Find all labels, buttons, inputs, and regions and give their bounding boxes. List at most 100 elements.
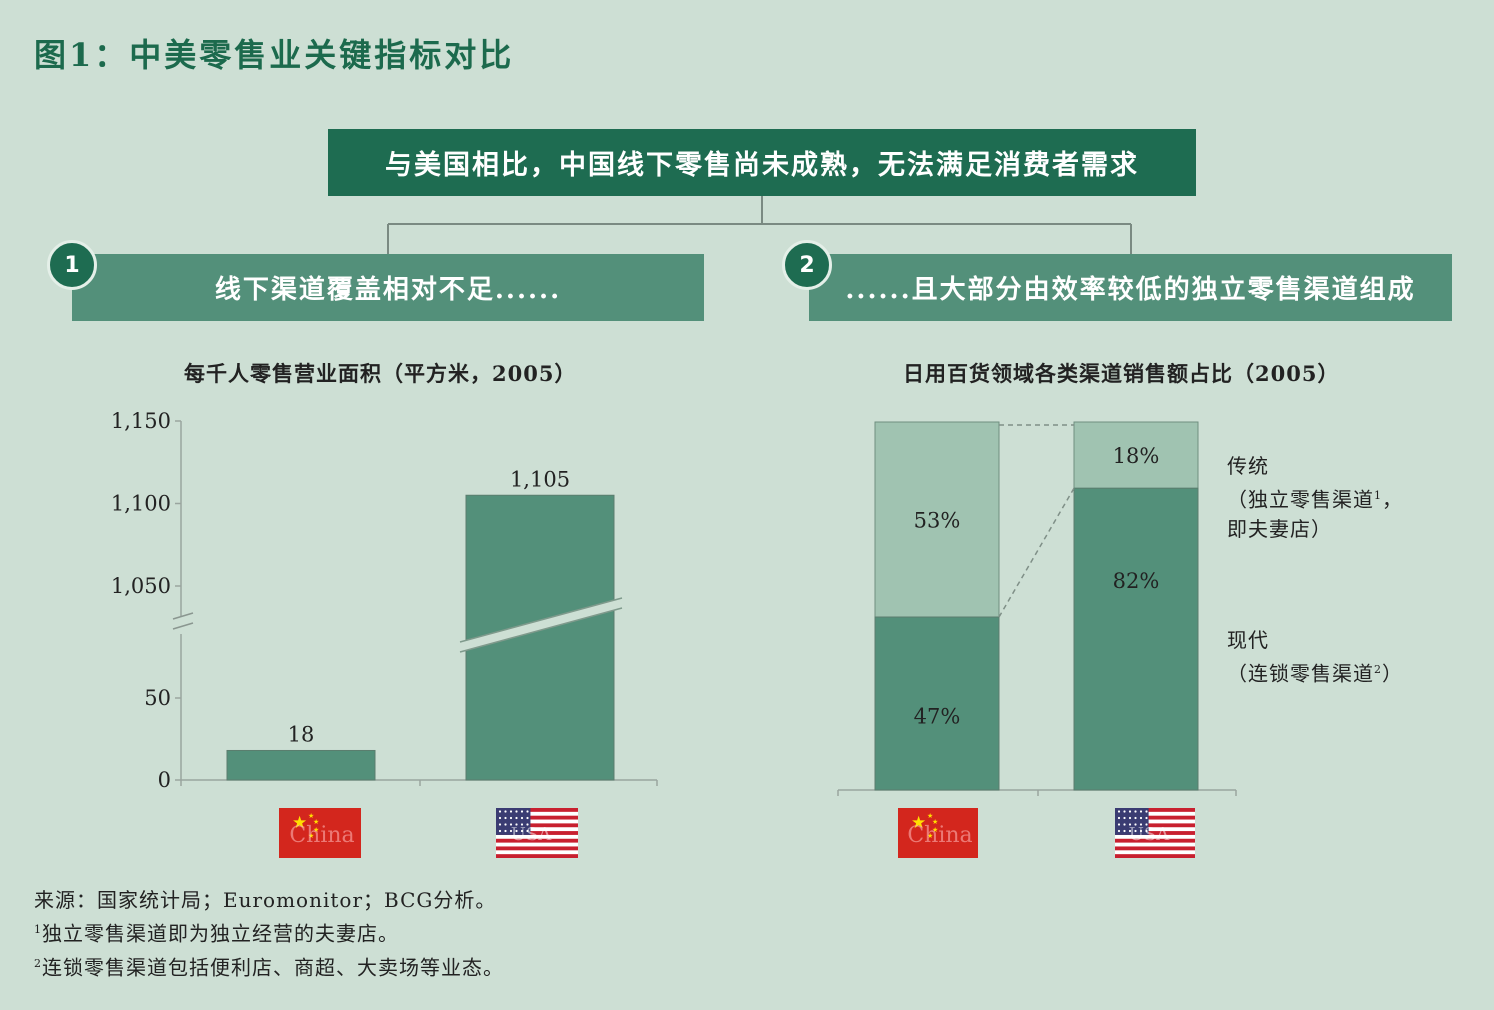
usa-flag-star bbox=[504, 823, 507, 826]
china-flag-small-star: ★ bbox=[932, 818, 938, 826]
bar-china bbox=[226, 749, 376, 781]
legend-traditional-line2: （独立零售渠道 bbox=[1227, 487, 1374, 512]
usa-flag-star bbox=[1145, 816, 1148, 820]
usa-flag-canton bbox=[1115, 808, 1149, 835]
usa-flag-star bbox=[1117, 829, 1121, 833]
segment-label-modern: 47% bbox=[914, 705, 961, 729]
legend-modern-line2: （连锁零售渠道 bbox=[1227, 661, 1374, 686]
china-flag-icon bbox=[279, 808, 361, 858]
usa-flag-star bbox=[1145, 829, 1148, 833]
usa-flag-star bbox=[520, 829, 524, 833]
y-tick-label: 1,100 bbox=[111, 492, 171, 516]
china-flag-small-star: ★ bbox=[927, 832, 933, 840]
bar-break-gap bbox=[460, 598, 622, 652]
usa-flag-stripe bbox=[1115, 854, 1195, 858]
section-2-label: ......且大部分由效率较低的独立零售渠道组成 bbox=[845, 275, 1416, 305]
note-2: 连锁零售渠道包括便利店、商超、大卖场等业态。 bbox=[42, 955, 504, 980]
legend-modern-sup: 2 bbox=[1374, 663, 1382, 676]
usa-flag-star bbox=[504, 829, 507, 833]
china-flag-big-star: ★ bbox=[911, 813, 926, 833]
china-flag-small-star: ★ bbox=[927, 812, 933, 820]
chart-1-title: 每千人零售营业面积（平方米，2005） bbox=[184, 361, 577, 386]
usa-flag-stripe bbox=[496, 846, 578, 851]
usa-flag-text: USA bbox=[511, 824, 553, 845]
usa-flag-canton bbox=[496, 808, 531, 835]
usa-flag-stripe bbox=[1115, 846, 1195, 851]
bar-value-label: 18 bbox=[288, 722, 315, 746]
usa-flag-star bbox=[1145, 823, 1148, 826]
note-2-sup: 2 bbox=[34, 956, 42, 970]
usa-flag-star bbox=[498, 816, 502, 820]
figure-title: 图1：中美零售业关键指标对比 bbox=[34, 36, 515, 74]
note-1: 独立零售渠道即为独立经营的夫妻店。 bbox=[42, 921, 399, 946]
section-1-number: 1 bbox=[47, 240, 97, 290]
usa-flag-star bbox=[1128, 816, 1132, 820]
usa-flag-star bbox=[509, 810, 513, 813]
usa-flag-star bbox=[1134, 816, 1137, 820]
china-flag-text: China bbox=[907, 823, 972, 848]
usa-flag-star bbox=[520, 810, 524, 813]
usa-flag-star bbox=[526, 823, 529, 826]
usa-flag-star bbox=[509, 829, 513, 833]
usa-flag-star bbox=[1117, 816, 1121, 820]
usa-flag-star bbox=[515, 816, 518, 820]
usa-flag-star bbox=[1123, 829, 1126, 833]
usa-flag-star bbox=[515, 823, 518, 826]
usa-flag-star bbox=[1134, 823, 1137, 826]
section-1-bar: 线下渠道覆盖相对不足...... bbox=[72, 254, 704, 321]
bar-break-edge bbox=[459, 597, 623, 643]
y-tick-label: 0 bbox=[158, 768, 171, 792]
usa-flag-star bbox=[504, 816, 507, 820]
usa-flag-star bbox=[520, 823, 524, 826]
bar-segment-modern bbox=[874, 616, 1000, 791]
bar-segment-traditional bbox=[1073, 421, 1199, 489]
usa-flag-star bbox=[526, 816, 529, 820]
usa-flag-stripe bbox=[496, 854, 578, 858]
china-flag-small-star: ★ bbox=[308, 832, 314, 840]
segment-label-traditional: 18% bbox=[1113, 444, 1160, 468]
usa-flag-stripe bbox=[1115, 815, 1195, 820]
legend-modern-line2-end: ） bbox=[1382, 661, 1403, 686]
bar-segment-modern bbox=[1073, 487, 1199, 791]
bar-value-label: 1,105 bbox=[510, 467, 570, 491]
usa-flag-stripe bbox=[496, 815, 578, 820]
usa-flag-star bbox=[1123, 816, 1126, 820]
usa-flag-star bbox=[520, 816, 524, 820]
legend-modern-line1: 现代 bbox=[1227, 628, 1269, 652]
legend-traditional: 传统 （独立零售渠道1， 即夫妻店） bbox=[1227, 452, 1403, 544]
usa-flag-star bbox=[1117, 823, 1121, 826]
usa-flag-star bbox=[1128, 829, 1132, 833]
usa-flag-star bbox=[515, 810, 518, 813]
usa-flag-star bbox=[526, 810, 529, 813]
usa-flag-star bbox=[1123, 810, 1126, 813]
legend-traditional-line1: 传统 bbox=[1227, 454, 1269, 478]
axis-break-mark bbox=[172, 622, 194, 630]
usa-flag-stripe bbox=[496, 808, 578, 812]
usa-flag-star bbox=[509, 816, 513, 820]
headline-banner: 与美国相比，中国线下零售尚未成熟，无法满足消费者需求 bbox=[328, 129, 1196, 196]
y-tick-label: 50 bbox=[144, 686, 171, 710]
usa-flag-star bbox=[515, 829, 518, 833]
usa-flag-star bbox=[504, 810, 507, 813]
usa-flag-stripe bbox=[496, 831, 578, 835]
bar-segment-traditional bbox=[874, 421, 1000, 618]
usa-flag-star bbox=[1134, 829, 1137, 833]
usa-flag-text: USA bbox=[1129, 824, 1171, 845]
usa-flag-star bbox=[1128, 810, 1132, 813]
usa-flag-stripe bbox=[496, 838, 578, 843]
usa-flag-star bbox=[1123, 823, 1126, 826]
source-line: 来源：国家统计局；Euromonitor；BCG分析。 bbox=[34, 888, 497, 912]
note-1-sup: 1 bbox=[34, 923, 42, 936]
y-tick-label: 1,050 bbox=[111, 574, 171, 598]
usa-flag-star bbox=[1128, 823, 1132, 826]
chart-2-svg: 53%47%18%82%★ ★★★★China USA bbox=[837, 421, 1237, 858]
usa-flag-star bbox=[498, 823, 502, 826]
usa-flag-star bbox=[1145, 810, 1148, 813]
usa-flag-stripe bbox=[496, 823, 578, 828]
usa-flag-stripe bbox=[1115, 808, 1195, 812]
bar-break-edge bbox=[459, 607, 623, 653]
usa-flag-star bbox=[1139, 816, 1143, 820]
china-flag-small-star: ★ bbox=[313, 818, 319, 826]
usa-flag-star bbox=[1139, 810, 1143, 813]
